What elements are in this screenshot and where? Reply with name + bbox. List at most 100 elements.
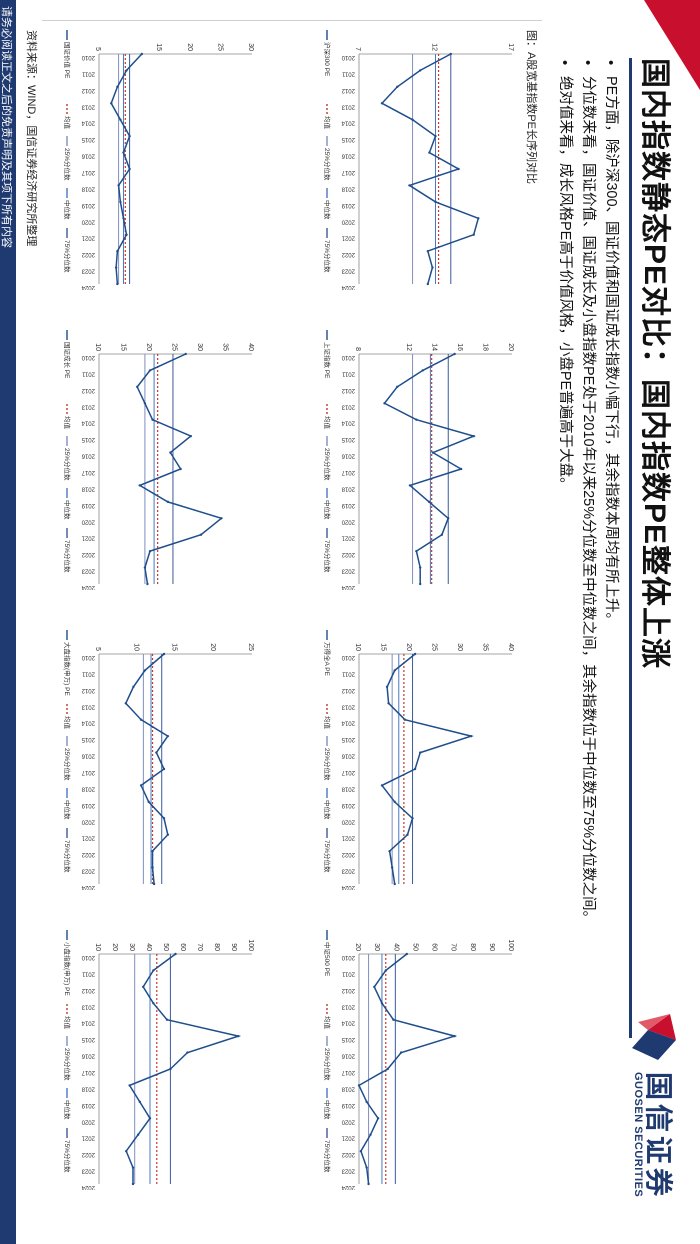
x-tick-label: 2014	[341, 120, 355, 126]
pe-data-point	[373, 985, 376, 989]
y-tick-label: 40	[392, 943, 399, 951]
x-tick-label: 2014	[81, 1020, 95, 1026]
bullet-percentile: 分位数来看，国证价值、国证成长及小盘指数PE处于2010年以来25%分位数至中位…	[576, 58, 599, 1208]
y-tick-label: 25	[247, 643, 254, 651]
pe-data-point	[162, 817, 166, 820]
pe-data-point	[151, 866, 154, 869]
pe-series-line	[125, 953, 242, 1184]
legend-label: 中位数	[63, 500, 72, 520]
y-tick-label: 20	[111, 943, 118, 951]
pe-data-point	[415, 418, 418, 421]
pe-data-point	[166, 833, 170, 836]
x-tick-label: 2015	[341, 136, 355, 142]
pe-data-point	[393, 882, 396, 886]
pe-series-line	[358, 953, 458, 1185]
legend-label: 75%分位数	[323, 240, 332, 273]
y-tick-label: 70	[450, 943, 457, 951]
x-tick-label: 2015	[341, 1036, 355, 1042]
legend-label: 均值	[63, 116, 72, 130]
pe-data-point	[139, 784, 143, 787]
legend-label: 沪深300 PE	[323, 42, 332, 77]
legend-label: 75%分位数	[323, 1140, 332, 1173]
pe-data-point	[431, 266, 434, 269]
pe-data-point	[413, 652, 417, 656]
y-tick-label: 40	[507, 643, 514, 651]
x-tick-label: 2024	[81, 1184, 95, 1190]
pe-data-point	[169, 1067, 172, 1071]
pe-data-point	[165, 1018, 169, 1021]
pe-data-point	[128, 134, 131, 138]
pe-data-point	[453, 1034, 456, 1038]
legend-label: 国证价值 PE	[63, 42, 72, 79]
x-tick-label: 2024	[81, 884, 95, 890]
x-tick-label: 2016	[81, 153, 95, 159]
x-tick-label: 2016	[341, 453, 355, 459]
x-tick-label: 2012	[81, 387, 95, 393]
pe-data-point	[405, 952, 409, 956]
pe-chart-svg: 10 15 20 25 30 35 40 2010 2011 2012 2013 2014 2015 20…	[63, 330, 254, 590]
y-tick-label: 5	[94, 647, 101, 651]
pe-data-point	[174, 952, 177, 956]
y-tick-label: 20	[507, 343, 514, 351]
x-tick-label: 2021	[341, 835, 355, 841]
pe-data-point	[166, 734, 170, 738]
summary-bullets: PE方面，除沪深300、国证价值和国证成长指数小幅下行，其余指数本周均有所上升。…	[553, 58, 622, 1208]
y-tick-label: 18	[482, 343, 489, 351]
x-tick-label: 2017	[341, 769, 355, 775]
x-tick-label: 2018	[81, 1085, 95, 1091]
logo-chinese-name: 国信证券	[643, 1072, 674, 1201]
pe-data-point	[388, 849, 391, 853]
x-tick-label: 2021	[81, 235, 95, 241]
x-tick-label: 2012	[341, 987, 355, 993]
x-tick-label: 2023	[81, 568, 95, 574]
x-tick-label: 2022	[341, 551, 355, 557]
pe-data-point	[393, 800, 396, 804]
legend-label: 25%分位数	[323, 748, 332, 781]
pe-data-point	[166, 500, 170, 504]
pe-data-point	[148, 369, 152, 372]
y-tick-label: 30	[456, 643, 463, 651]
x-tick-label: 2022	[81, 1151, 95, 1157]
pe-data-point	[415, 549, 418, 553]
pe-data-point	[116, 249, 119, 253]
pe-data-point	[380, 784, 384, 787]
legend-label: 中证500 PE	[323, 942, 332, 977]
pe-data-point	[472, 233, 475, 236]
x-tick-label: 2011	[81, 970, 95, 976]
x-tick-label: 2019	[341, 1102, 355, 1108]
x-tick-label: 2015	[81, 436, 95, 442]
x-tick-label: 2012	[81, 987, 95, 993]
y-tick-label: 30	[128, 943, 135, 951]
pe-data-point	[237, 1034, 240, 1038]
pe-data-point	[220, 517, 223, 520]
x-tick-label: 2016	[341, 153, 355, 159]
pe-data-point	[418, 69, 422, 72]
pe-data-point	[428, 151, 431, 154]
legend-label: 中位数	[323, 200, 332, 220]
x-tick-label: 2023	[81, 868, 95, 874]
x-tick-label: 2015	[81, 1036, 95, 1042]
pe-data-point	[143, 566, 147, 569]
x-tick-label: 2017	[81, 169, 95, 175]
legend-label: 上证指数 PE	[323, 342, 332, 379]
x-tick-label: 2015	[341, 736, 355, 742]
pe-data-point	[418, 566, 422, 569]
y-tick-label: 12	[405, 343, 412, 351]
pe-data-point	[477, 217, 480, 220]
pe-data-point	[411, 817, 414, 820]
legend-label: 均值	[323, 416, 332, 430]
x-tick-label: 2016	[341, 1053, 355, 1059]
x-tick-label: 2014	[341, 1020, 355, 1026]
legend-label: 万得全A PE	[323, 642, 332, 677]
x-tick-label: 2013	[81, 103, 95, 109]
x-tick-label: 2014	[81, 120, 95, 126]
legend-label: 中位数	[323, 800, 332, 820]
pe-data-point	[151, 418, 154, 421]
x-tick-label: 2011	[81, 70, 95, 76]
pe-data-point	[136, 1133, 140, 1136]
pe-data-point	[131, 1166, 135, 1169]
pe-chart-4: 20 30 40 50 60 70 80 90 100 2010 2011 2012 2013 2014 2…	[310, 928, 520, 1190]
x-tick-label: 2021	[81, 835, 95, 841]
x-tick-label: 2024	[341, 884, 355, 890]
pe-data-point	[116, 282, 119, 286]
